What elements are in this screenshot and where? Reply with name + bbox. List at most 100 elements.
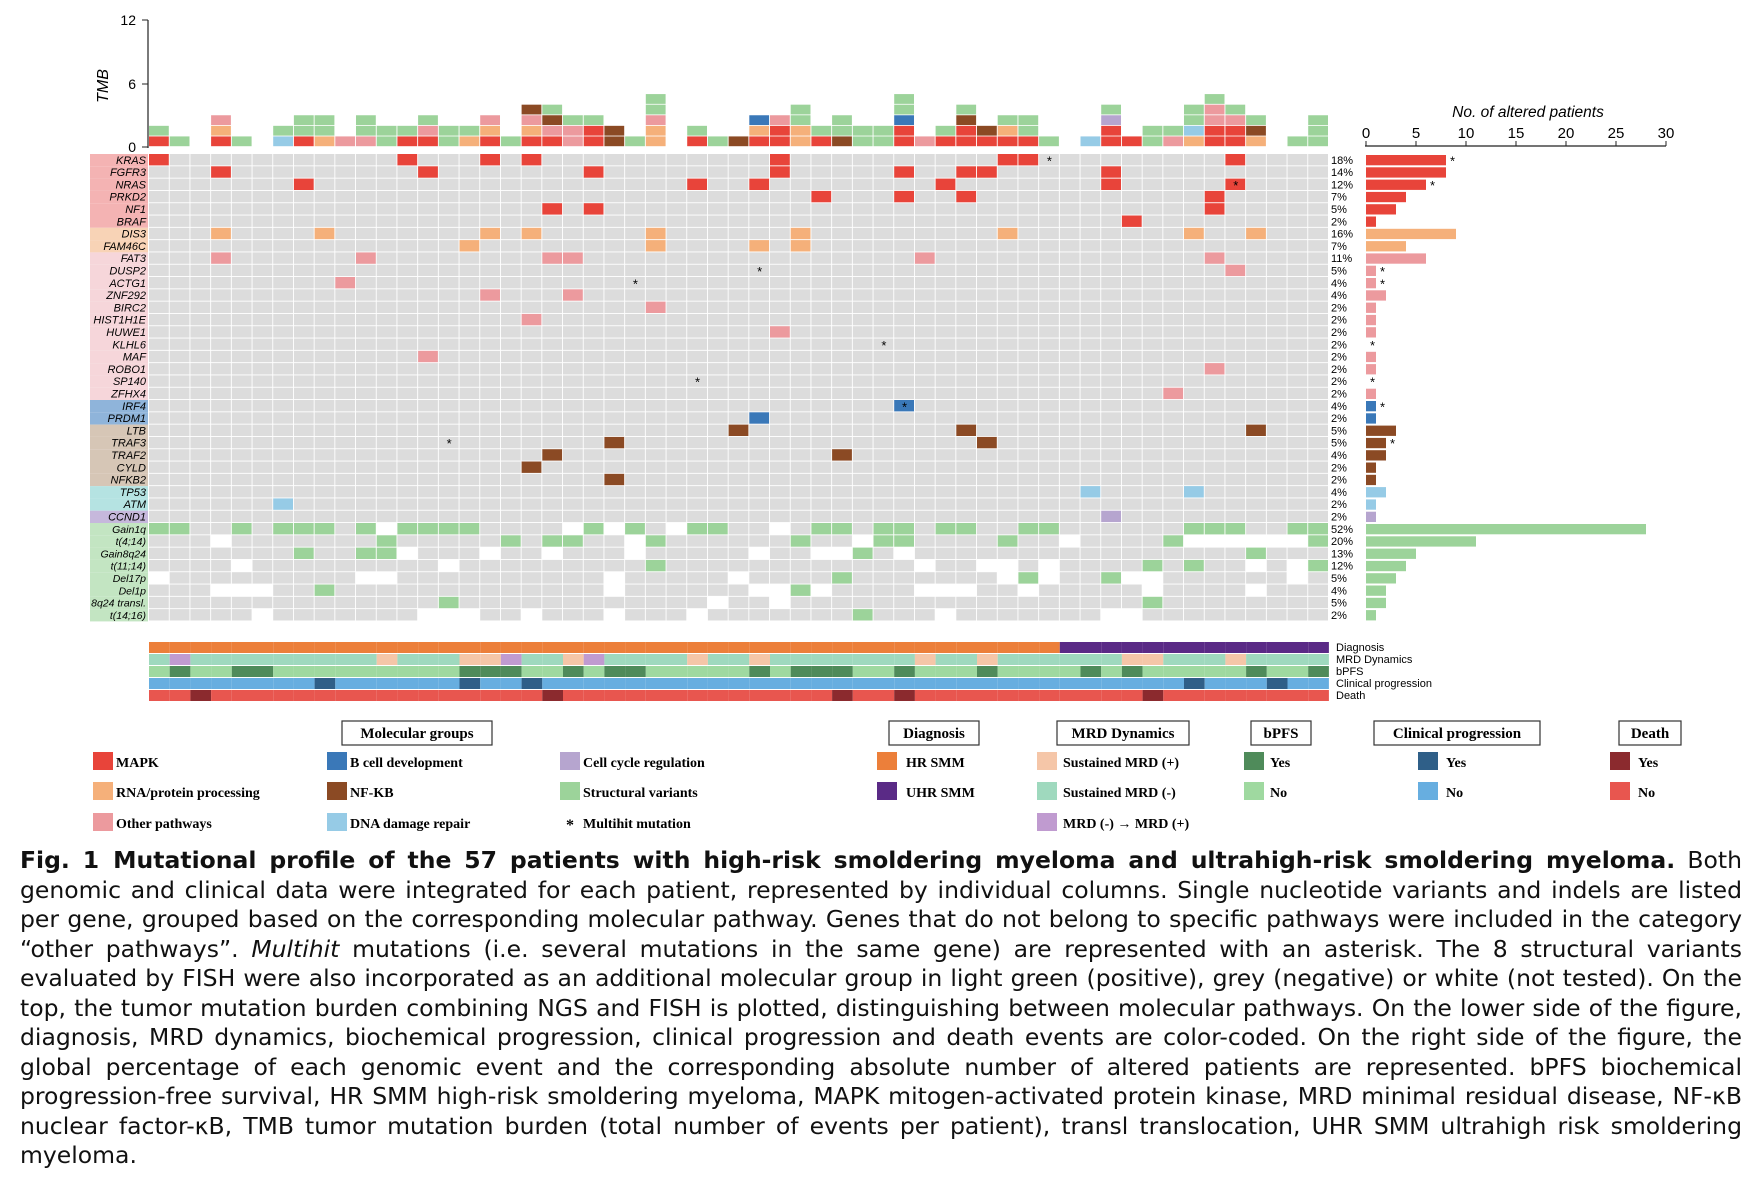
matrix-cell (583, 609, 604, 621)
matrix-cell (356, 252, 376, 264)
matrix-cell (873, 363, 894, 375)
matrix-cell (728, 240, 749, 252)
matrix-cell (169, 436, 190, 449)
clin-label-diagnosis: Diagnosis (1336, 642, 1385, 654)
matrix-cell (500, 264, 521, 277)
tmb-segment (521, 115, 542, 126)
bar-multihit-asterisk: * (1450, 153, 1455, 168)
matrix-cell (1184, 350, 1204, 363)
matrix-cell (666, 363, 687, 375)
matrix-cell (211, 252, 231, 264)
matrix-cell (707, 240, 728, 252)
matrix-cell (790, 424, 811, 436)
matrix-cell (1287, 227, 1308, 240)
matrix-cell (500, 412, 521, 424)
matrix-cell (873, 301, 894, 313)
matrix-cell (273, 572, 293, 584)
matrix-cell (1121, 154, 1142, 166)
matrix-cell (666, 523, 687, 535)
matrix-cell (1039, 190, 1059, 203)
matrix-cell (1142, 154, 1163, 166)
matrix-cell (666, 609, 687, 621)
altered-bar (1366, 462, 1376, 473)
matrix-cell (894, 486, 914, 498)
matrix-cell (231, 375, 252, 387)
matrix-cell (997, 510, 1018, 523)
matrix-cell (418, 412, 438, 424)
matrix-cell (1266, 350, 1287, 363)
matrix-cell (231, 252, 252, 264)
matrix-cell (956, 412, 977, 424)
clinical-progression-cell (418, 678, 439, 689)
matrix-cell (1101, 227, 1121, 240)
matrix-cell (728, 301, 749, 313)
matrix-cell (169, 313, 190, 326)
matrix-cell (625, 166, 645, 178)
bpfs-cell (542, 666, 563, 677)
matrix-cell (832, 473, 852, 486)
matrix-cell (1308, 486, 1328, 498)
matrix-cell (707, 178, 728, 190)
matrix-cell (211, 547, 231, 559)
matrix-cell (1018, 498, 1039, 510)
legend-label-bpfs-yes: Yes (1270, 756, 1291, 771)
clinical-progression-cell (790, 678, 812, 689)
matrix-cell (211, 301, 231, 313)
matrix-cell (500, 498, 521, 510)
matrix-cell (1059, 486, 1080, 498)
matrix-cell (1080, 596, 1101, 609)
matrix-cell (252, 240, 273, 252)
matrix-cell (645, 547, 666, 559)
matrix-cell (211, 486, 231, 498)
clinical-progression-cell (252, 678, 274, 689)
matrix-cell (645, 387, 666, 400)
matrix-cell (231, 338, 252, 350)
matrix-cell (542, 338, 563, 350)
matrix-cell (790, 154, 811, 166)
matrix-cell (956, 596, 977, 609)
matrix-cell (438, 547, 459, 559)
matrix-cell (1246, 510, 1266, 523)
matrix-cell (293, 572, 314, 584)
matrix-cell (1287, 215, 1308, 227)
matrix-cell (521, 424, 542, 436)
matrix-cell (894, 215, 914, 227)
matrix-cell (811, 203, 832, 215)
matrix-cell (1018, 449, 1039, 461)
matrix-cell (563, 596, 583, 609)
matrix-cell (231, 215, 252, 227)
matrix-cell (728, 547, 749, 559)
matrix-cell (1308, 461, 1328, 473)
tmb-segment (480, 125, 500, 136)
matrix-cell (790, 461, 811, 473)
matrix-cell (293, 436, 314, 449)
matrix-cell (914, 289, 935, 301)
matrix-cell (252, 547, 273, 559)
matrix-cell (977, 264, 997, 277)
legend-swatch-dna (327, 813, 347, 831)
matrix-cell (1018, 190, 1039, 203)
matrix-cell (397, 473, 418, 486)
matrix-cell (873, 572, 894, 584)
death-cell (811, 690, 833, 701)
gene-label: SP140 (113, 376, 147, 388)
matrix-cell (459, 510, 480, 523)
matrix-cell (604, 301, 625, 313)
matrix-cell (811, 535, 832, 547)
matrix-cell (1163, 264, 1184, 277)
matrix-cell (273, 227, 293, 240)
gene-label-bg (90, 313, 148, 327)
matrix-cell (563, 240, 583, 252)
matrix-cell (1080, 473, 1101, 486)
tmb-segment (563, 136, 583, 147)
tmb-segment (542, 115, 563, 126)
matrix-cell (1184, 227, 1204, 240)
multihit-asterisk: * (1233, 178, 1238, 193)
matrix-cell (997, 412, 1018, 424)
matrix-cell (1101, 363, 1121, 375)
matrix-cell (273, 609, 293, 621)
matrix-cell (211, 277, 231, 289)
matrix-cell (1225, 190, 1246, 203)
matrix-cell (1059, 203, 1080, 215)
matrix-cell (418, 498, 438, 510)
